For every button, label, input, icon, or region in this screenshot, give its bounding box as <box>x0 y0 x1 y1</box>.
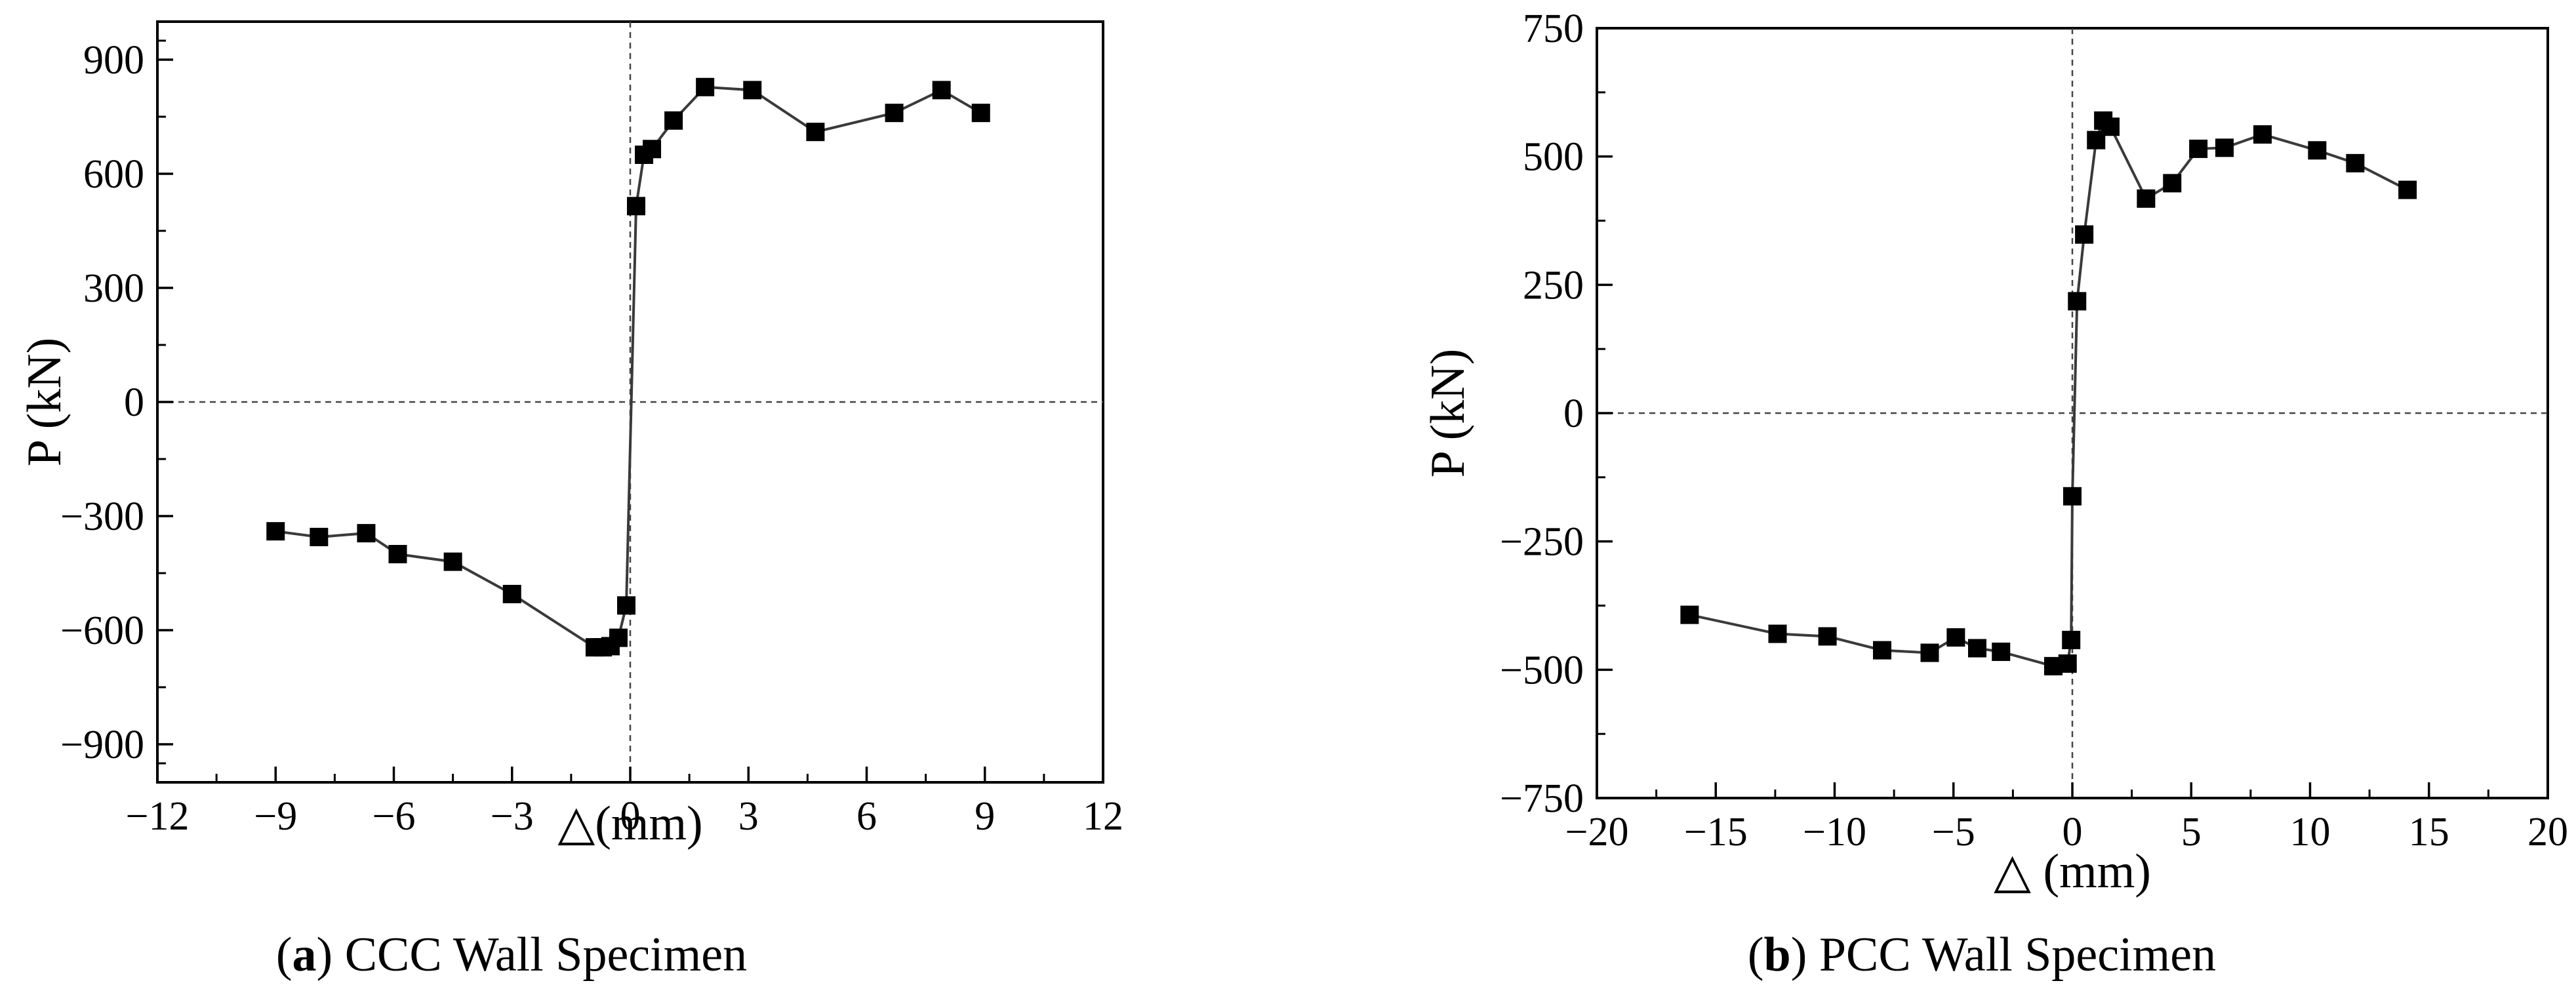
data-point-marker <box>2068 292 2087 311</box>
data-point-marker <box>696 77 715 96</box>
x-tick-label: 10 <box>2290 810 2331 854</box>
data-point-marker <box>609 628 628 647</box>
x-tick-label: −3 <box>491 794 534 839</box>
reference-lines <box>1597 28 2548 798</box>
data-point-marker <box>310 527 329 546</box>
data-point-marker <box>2189 139 2208 158</box>
data-point-marker <box>1992 642 2011 661</box>
data-point-marker <box>502 584 521 603</box>
y-tick-label: 900 <box>83 38 144 83</box>
x-axis-ticks: −12 −9 −6 −3 0 3 6 9 12 <box>126 767 1123 839</box>
data-point-marker <box>2308 141 2327 160</box>
y-tick-label: −500 <box>1500 648 1584 692</box>
data-series <box>266 77 990 657</box>
data-point-marker <box>1768 624 1787 643</box>
chart-panel-a: −12 −9 −6 −3 0 3 6 9 12 −900 −600 −300 0 300 600 900 △… <box>18 20 1123 982</box>
y-axis-ticks: −750 −500 −250 0 250 500 750 <box>1500 7 1613 821</box>
data-point-marker <box>1680 605 1699 624</box>
x-tick-label: −20 <box>1565 810 1629 854</box>
x-tick-label: 12 <box>1083 794 1123 839</box>
x-tick-label: 0 <box>620 794 641 839</box>
data-point-marker <box>2346 153 2365 172</box>
data-point-marker <box>1946 628 1965 647</box>
y-tick-label: −600 <box>60 609 144 653</box>
data-point-marker <box>627 197 646 216</box>
data-point-marker <box>932 81 951 100</box>
data-point-marker <box>1968 639 1986 658</box>
data-point-marker <box>1873 641 1891 660</box>
panel-title: CCC Wall Specimen <box>332 928 747 982</box>
series-line <box>1689 118 2409 668</box>
x-axis-label: △(mm) <box>557 797 702 851</box>
data-point-marker <box>388 545 407 563</box>
x-tick-label: −9 <box>254 794 297 839</box>
x-tick-label: −12 <box>126 794 190 839</box>
data-point-marker <box>2075 225 2094 244</box>
x-tick-label: 9 <box>975 794 995 839</box>
data-point-marker <box>2137 189 2156 208</box>
panel-caption: (a) CCC Wall Specimen <box>276 928 747 982</box>
x-tick-label: −5 <box>1932 810 1975 854</box>
y-tick-label: −750 <box>1500 776 1584 821</box>
data-point-marker <box>2101 117 2120 136</box>
y-tick-label: 0 <box>124 380 144 425</box>
y-tick-label: −900 <box>60 723 144 767</box>
y-tick-label: 300 <box>83 266 144 311</box>
panel-title: PCC Wall Specimen <box>1807 928 2216 982</box>
data-point-marker <box>2062 630 2081 649</box>
y-tick-label: 750 <box>1523 7 1584 51</box>
y-tick-label: 600 <box>83 152 144 197</box>
x-tick-label: 5 <box>2181 810 2202 854</box>
data-point-marker <box>2253 125 2272 144</box>
x-tick-label: 0 <box>2063 810 2083 854</box>
data-point-marker <box>971 104 990 123</box>
data-point-marker <box>2163 174 2182 193</box>
x-tick-label: 20 <box>2527 810 2568 854</box>
y-tick-label: −250 <box>1500 520 1584 565</box>
data-point-marker <box>743 81 762 100</box>
data-point-marker <box>1818 627 1837 646</box>
panel-caption: (b) PCC Wall Specimen <box>1748 928 2216 982</box>
x-tick-label: −15 <box>1684 810 1748 854</box>
data-point-marker <box>1920 643 1939 662</box>
y-tick-label: 0 <box>1563 391 1584 436</box>
data-point-marker <box>885 104 904 123</box>
data-point-marker <box>664 111 683 130</box>
data-point-marker <box>357 524 376 543</box>
y-axis-label: P (kN) <box>18 338 71 467</box>
data-point-marker <box>266 522 285 541</box>
x-tick-label: 3 <box>738 794 759 839</box>
panel-letter: a <box>292 928 317 982</box>
data-point-marker <box>806 123 825 142</box>
x-tick-label: 15 <box>2409 810 2449 854</box>
chart-panel-b: −20 −15 −10 −5 0 5 10 15 20 −750 −500 −250 0 250 500 7… <box>1421 7 2568 982</box>
data-point-marker <box>2058 654 2077 673</box>
x-axis-label: △ (mm) <box>1994 845 2151 898</box>
data-point-marker <box>643 140 662 159</box>
data-point-marker <box>2398 180 2417 199</box>
x-tick-label: −6 <box>372 794 416 839</box>
series-line <box>275 85 982 649</box>
y-tick-label: 250 <box>1523 263 1584 308</box>
data-point-marker <box>616 596 635 615</box>
data-series <box>1680 111 2417 675</box>
x-tick-label: 6 <box>856 794 877 839</box>
y-axis-label: P (kN) <box>1421 349 1475 478</box>
y-tick-label: −300 <box>60 494 144 539</box>
data-point-marker <box>443 552 462 571</box>
data-point-marker <box>2063 487 2082 506</box>
data-point-marker <box>2215 138 2234 157</box>
x-tick-label: −10 <box>1803 810 1866 854</box>
y-tick-label: 500 <box>1523 135 1584 180</box>
x-axis-ticks: −20 −15 −10 −5 0 5 10 15 20 <box>1565 782 2568 854</box>
panel-letter: b <box>1764 928 1791 982</box>
y-axis-ticks: −900 −600 −300 0 300 600 900 <box>60 38 173 767</box>
